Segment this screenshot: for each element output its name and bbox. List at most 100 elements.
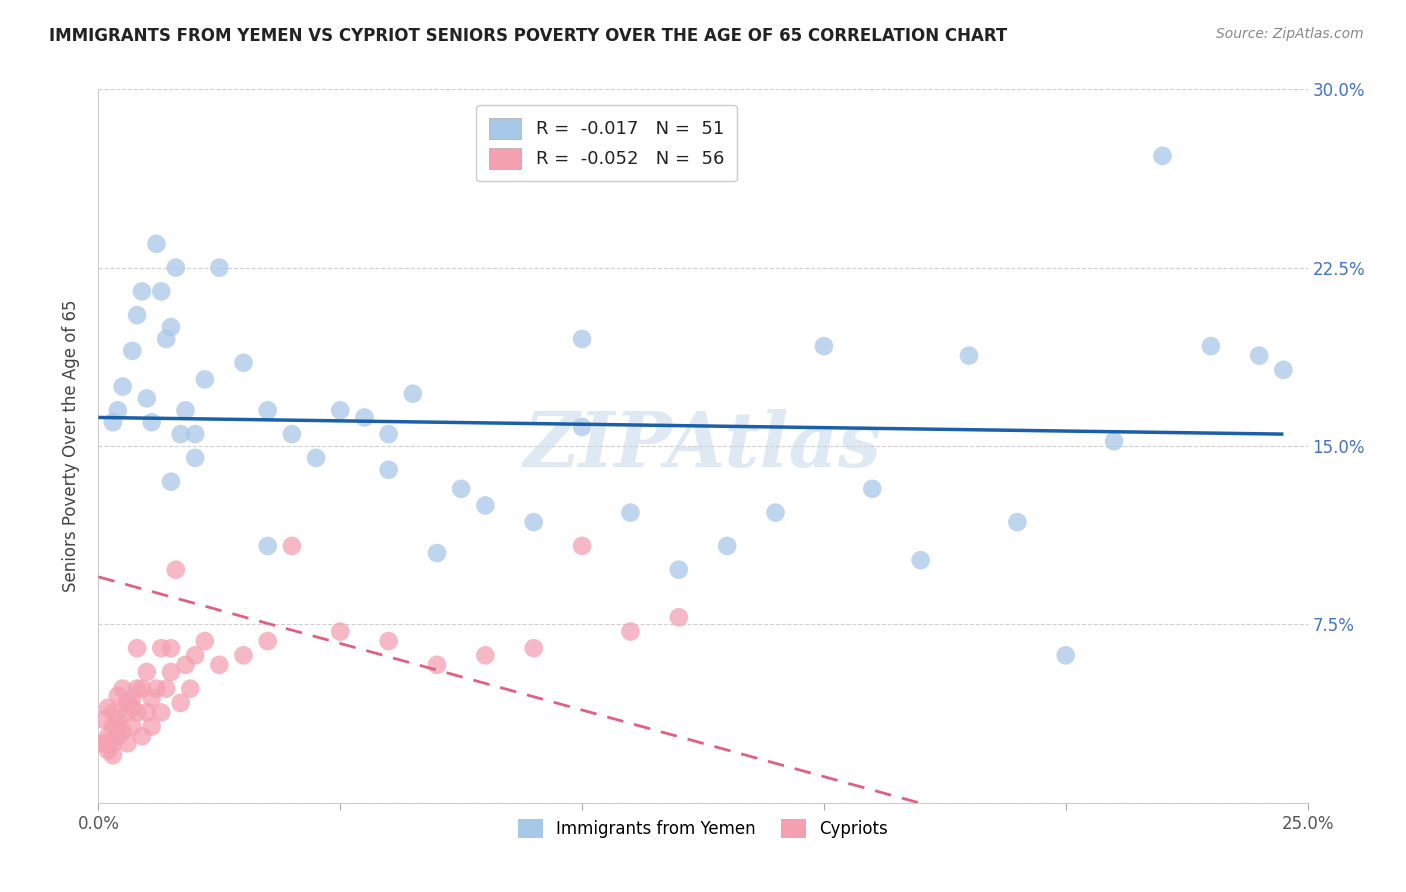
- Point: [169, 696, 191, 710]
- Point: [160, 320, 183, 334]
- Point: [135, 665, 157, 679]
- Point: [184, 427, 207, 442]
- Point: [107, 729, 129, 743]
- Point: [281, 539, 304, 553]
- Y-axis label: Seniors Poverty Over the Age of 65: Seniors Poverty Over the Age of 65: [62, 300, 80, 592]
- Point: [377, 427, 399, 442]
- Point: [117, 696, 139, 710]
- Point: [101, 415, 124, 429]
- Point: [155, 332, 177, 346]
- Point: [1102, 434, 1125, 449]
- Text: ZIPAtlas: ZIPAtlas: [524, 409, 882, 483]
- Text: Source: ZipAtlas.com: Source: ZipAtlas.com: [1216, 27, 1364, 41]
- Point: [256, 403, 278, 417]
- Point: [1007, 515, 1029, 529]
- Point: [101, 720, 124, 734]
- Point: [141, 720, 163, 734]
- Point: [377, 634, 399, 648]
- Point: [165, 260, 187, 275]
- Point: [523, 515, 546, 529]
- Point: [150, 641, 173, 656]
- Point: [131, 681, 153, 696]
- Point: [426, 657, 449, 672]
- Point: [1054, 648, 1077, 663]
- Point: [131, 285, 153, 299]
- Point: [127, 308, 149, 322]
- Point: [426, 546, 449, 560]
- Point: [256, 539, 278, 553]
- Point: [377, 463, 399, 477]
- Point: [127, 706, 149, 720]
- Point: [97, 743, 120, 757]
- Point: [813, 339, 835, 353]
- Point: [208, 260, 231, 275]
- Point: [97, 729, 120, 743]
- Point: [127, 681, 149, 696]
- Point: [155, 681, 177, 696]
- Point: [474, 499, 496, 513]
- Point: [232, 356, 254, 370]
- Point: [107, 720, 129, 734]
- Point: [256, 634, 278, 648]
- Point: [523, 641, 546, 656]
- Point: [121, 691, 143, 706]
- Point: [174, 403, 197, 417]
- Point: [121, 343, 143, 358]
- Point: [765, 506, 787, 520]
- Point: [117, 696, 139, 710]
- Point: [716, 539, 738, 553]
- Point: [474, 648, 496, 663]
- Point: [135, 392, 157, 406]
- Point: [111, 724, 134, 739]
- Point: [117, 706, 139, 720]
- Point: [305, 450, 328, 465]
- Point: [117, 736, 139, 750]
- Point: [184, 648, 207, 663]
- Point: [208, 657, 231, 672]
- Point: [179, 681, 201, 696]
- Point: [160, 665, 183, 679]
- Point: [194, 634, 217, 648]
- Point: [160, 475, 183, 489]
- Point: [184, 450, 207, 465]
- Point: [145, 236, 167, 251]
- Point: [1152, 149, 1174, 163]
- Point: [101, 748, 124, 763]
- Point: [111, 379, 134, 393]
- Point: [101, 706, 124, 720]
- Point: [353, 410, 375, 425]
- Point: [232, 648, 254, 663]
- Point: [860, 482, 883, 496]
- Point: [121, 700, 143, 714]
- Point: [127, 641, 149, 656]
- Point: [957, 349, 980, 363]
- Point: [91, 736, 114, 750]
- Point: [174, 657, 197, 672]
- Point: [910, 553, 932, 567]
- Point: [135, 706, 157, 720]
- Point: [619, 506, 641, 520]
- Point: [1249, 349, 1271, 363]
- Point: [101, 736, 124, 750]
- Point: [402, 386, 425, 401]
- Point: [131, 729, 153, 743]
- Point: [571, 332, 593, 346]
- Text: IMMIGRANTS FROM YEMEN VS CYPRIOT SENIORS POVERTY OVER THE AGE OF 65 CORRELATION : IMMIGRANTS FROM YEMEN VS CYPRIOT SENIORS…: [49, 27, 1008, 45]
- Point: [194, 372, 217, 386]
- Point: [169, 427, 191, 442]
- Point: [150, 706, 173, 720]
- Point: [91, 713, 114, 727]
- Point: [107, 689, 129, 703]
- Point: [329, 403, 352, 417]
- Legend: Immigrants from Yemen, Cypriots: Immigrants from Yemen, Cypriots: [512, 812, 894, 845]
- Point: [571, 539, 593, 553]
- Point: [97, 700, 120, 714]
- Point: [141, 415, 163, 429]
- Point: [150, 285, 173, 299]
- Point: [450, 482, 472, 496]
- Point: [165, 563, 187, 577]
- Point: [145, 681, 167, 696]
- Point: [668, 610, 690, 624]
- Point: [111, 681, 134, 696]
- Point: [97, 736, 120, 750]
